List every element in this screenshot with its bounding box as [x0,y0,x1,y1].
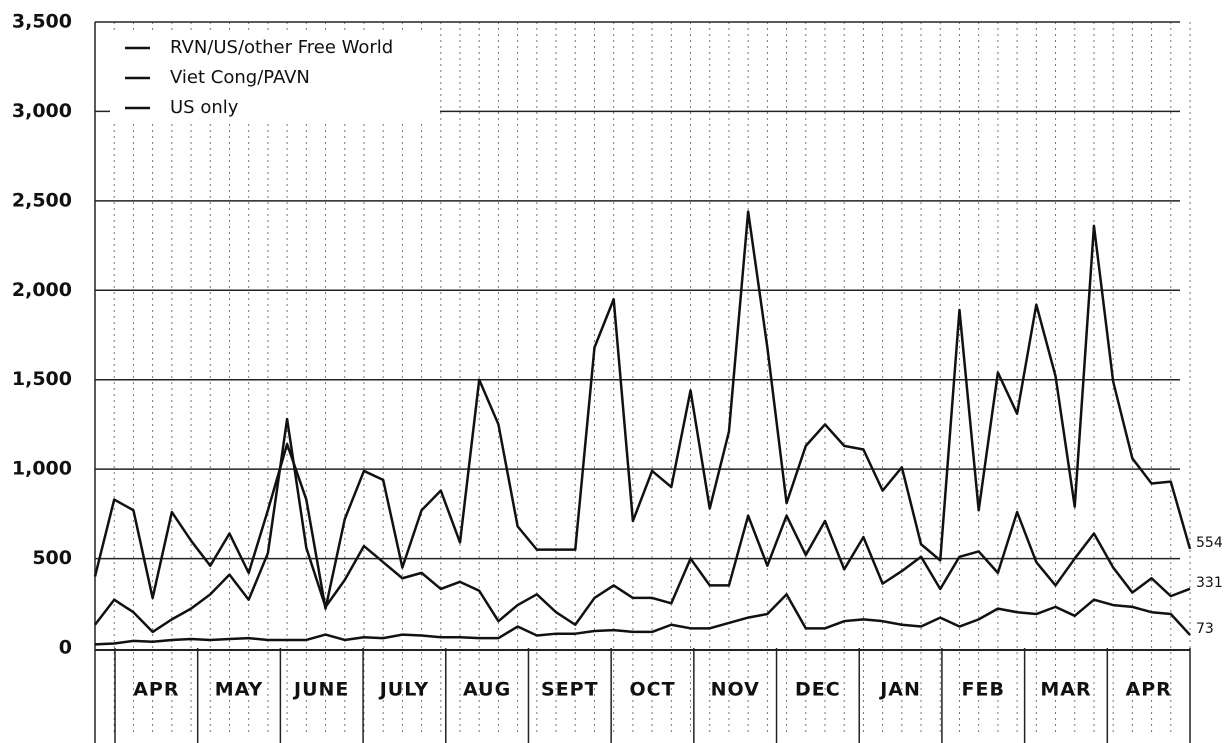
series-line [94,593,1191,646]
legend-bg [110,94,440,122]
month-label: FEB [962,679,1005,701]
end-value-label: 331 [1196,575,1223,591]
legend-bg [110,64,440,92]
month-label: NOV [711,679,760,701]
series-line [94,417,1191,634]
month-label: JAN [878,679,921,701]
end-value-label: 73 [1196,621,1214,637]
series-line [93,210,1192,610]
vertical-dotted-grid [94,22,1191,735]
y-tick-label: 3,500 [12,11,72,33]
y-tick-label: 2,000 [12,279,72,301]
month-label: MAY [215,679,264,701]
y-tick-label: 500 [32,547,72,569]
month-label: SEPT [541,679,599,701]
legend-label: US only [170,97,239,118]
month-label: APR [1126,679,1172,701]
legend-bg [110,34,440,62]
y-tick-label: 1,000 [12,458,72,480]
legend-label: RVN/US/other Free World [170,37,393,58]
month-label: OCT [629,679,675,701]
month-label: MAR [1040,679,1091,701]
month-label: JUNE [292,679,349,701]
month-label: AUG [463,679,511,701]
month-label: DEC [795,679,841,701]
y-tick-label: 3,000 [12,100,72,122]
end-value-label: 554 [1196,535,1223,551]
y-tick-label: 0 [59,637,72,659]
month-label: JULY [378,679,429,701]
y-tick-label: 2,500 [12,189,72,211]
legend-label: Viet Cong/PAVN [170,67,310,88]
y-tick-label: 1,500 [12,368,72,390]
month-label: APR [133,679,179,701]
